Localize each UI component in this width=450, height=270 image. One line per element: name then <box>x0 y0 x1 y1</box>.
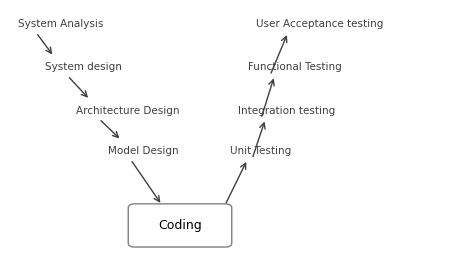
Text: Coding: Coding <box>158 219 202 232</box>
Text: User Acceptance testing: User Acceptance testing <box>256 19 384 29</box>
Text: Architecture Design: Architecture Design <box>76 106 180 116</box>
Text: Functional Testing: Functional Testing <box>248 62 341 73</box>
Text: Model Design: Model Design <box>108 146 179 156</box>
FancyBboxPatch shape <box>128 204 232 247</box>
Text: Unit Testing: Unit Testing <box>230 146 291 156</box>
Text: System Analysis: System Analysis <box>18 19 104 29</box>
Text: System design: System design <box>45 62 122 73</box>
Text: Integration testing: Integration testing <box>238 106 336 116</box>
